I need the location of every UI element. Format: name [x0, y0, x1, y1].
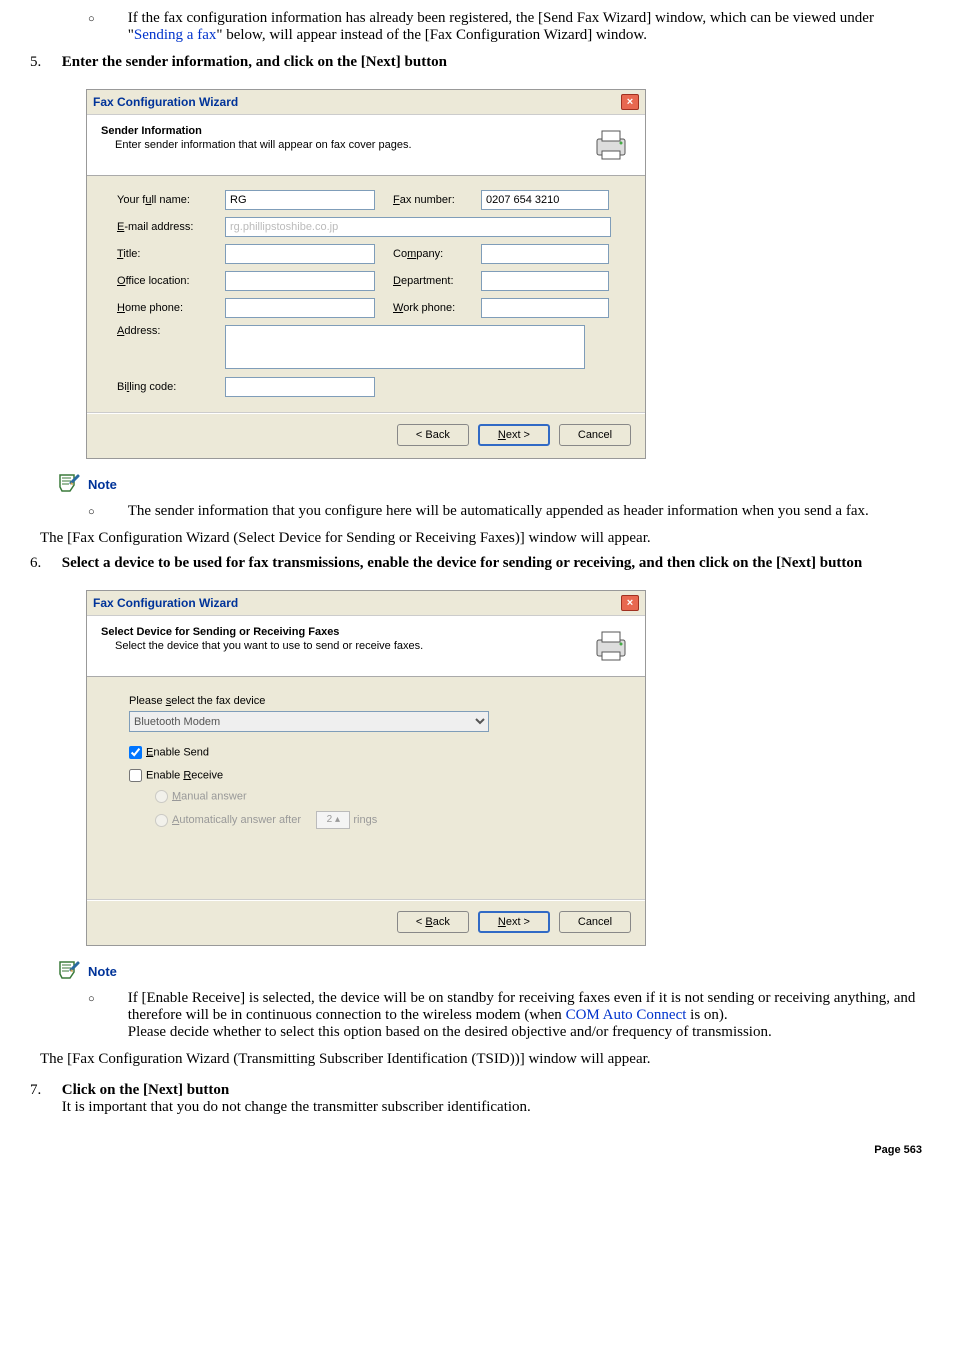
back-button[interactable]: < Back — [397, 911, 469, 933]
faxnum-input[interactable] — [481, 190, 609, 210]
back-button[interactable]: < Back — [397, 424, 469, 446]
enable-receive-checkbox[interactable] — [129, 769, 142, 782]
lbl-please-select: Please select the fax device — [129, 695, 615, 707]
note-2-bullet: ○ If [Enable Receive] is selected, the d… — [30, 990, 924, 1041]
lbl-office: Office location: — [117, 275, 225, 287]
rings-spinner: 2 ▴ — [316, 811, 350, 829]
note-1-label: Note — [88, 477, 117, 492]
titlebar: Fax Configuration Wizard × — [87, 90, 645, 115]
lbl-dept: Department: — [393, 275, 481, 287]
manual-answer-radio — [155, 790, 168, 803]
fullname-input[interactable] — [225, 190, 375, 210]
dialog1-header-sub: Enter sender information that will appea… — [101, 137, 412, 151]
lbl-fullname: Your full name: — [117, 194, 225, 206]
next-button[interactable]: Next > — [478, 911, 550, 933]
title-input[interactable] — [225, 244, 375, 264]
work-input[interactable] — [481, 298, 609, 318]
company-input[interactable] — [481, 244, 609, 264]
dialog1-buttons: < Back Next > Cancel — [87, 413, 645, 458]
note-2-label: Note — [88, 964, 117, 979]
cancel-button[interactable]: Cancel — [559, 424, 631, 446]
note-2: Note — [56, 958, 924, 984]
enable-send-row: Enable Send — [129, 746, 615, 759]
auto-answer-radio — [155, 814, 168, 827]
enable-send-checkbox[interactable] — [129, 746, 142, 759]
note2-pre: If [Enable Receive] is selected, the dev… — [128, 990, 916, 1023]
billing-input[interactable] — [225, 377, 375, 397]
dialog1-form: Your full name: Fax number: E-mail addre… — [87, 176, 645, 412]
lbl-title: Title: — [117, 248, 225, 260]
step-5: 5. Enter the sender information, and cli… — [30, 54, 924, 71]
address-input[interactable] — [225, 325, 585, 369]
note-1-bullet: ○ The sender information that you config… — [30, 503, 924, 520]
bullet-circle: ○ — [88, 990, 124, 1005]
dialog1-header-title: Sender Information — [101, 125, 412, 137]
fax-config-wizard-sender: Fax Configuration Wizard × Sender Inform… — [86, 89, 646, 459]
note2-line2: Please decide whether to select this opt… — [128, 1024, 772, 1040]
sending-fax-link[interactable]: Sending a fax — [134, 27, 216, 43]
dialog2-header-sub: Select the device that you want to use t… — [101, 638, 423, 652]
lbl-addr: Address: — [117, 325, 225, 337]
lbl-work: Work phone: — [393, 302, 481, 314]
step-7-text: Click on the [Next] button — [62, 1082, 230, 1098]
cancel-button[interactable]: Cancel — [559, 911, 631, 933]
dialog1-title: Fax Configuration Wizard — [93, 95, 238, 109]
intro-text: If the fax configuration information has… — [128, 10, 924, 44]
lbl-email: E-mail address: — [117, 221, 225, 233]
dialog2-form: Please select the fax device Bluetooth M… — [87, 677, 645, 899]
note-icon — [56, 471, 82, 497]
close-icon[interactable]: × — [621, 94, 639, 110]
note-icon — [56, 958, 82, 984]
step-7-num: 7. — [30, 1082, 58, 1099]
email-input[interactable] — [225, 217, 611, 237]
step-5-text: Enter the sender information, and click … — [62, 54, 924, 71]
dialog2-buttons: < Back Next > Cancel — [87, 900, 645, 945]
dialog2-header: Select Device for Sending or Receiving F… — [87, 616, 645, 677]
intro-bullet: ○ If the fax configuration information h… — [30, 10, 924, 44]
office-input[interactable] — [225, 271, 375, 291]
intro-post: " below, will appear instead of the [Fax… — [216, 27, 647, 43]
page-number: Page 563 — [874, 1144, 922, 1156]
com-auto-connect-link[interactable]: COM Auto Connect — [566, 1007, 687, 1023]
lbl-billing: Billing code: — [117, 381, 225, 393]
note2-mid: is on). — [686, 1007, 727, 1023]
fax-config-wizard-device: Fax Configuration Wizard × Select Device… — [86, 590, 646, 946]
step-7: 7. Click on the [Next] button It is impo… — [30, 1082, 924, 1116]
next-button[interactable]: Next > — [478, 424, 550, 446]
step-6-text: Select a device to be used for fax trans… — [62, 555, 924, 572]
note-2-text: If [Enable Receive] is selected, the dev… — [128, 990, 924, 1041]
auto-answer-row: Automatically answer after 2 ▴ rings — [155, 811, 615, 829]
close-icon[interactable]: × — [621, 595, 639, 611]
note-1-text: The sender information that you configur… — [128, 503, 924, 520]
fax-printer-icon — [591, 626, 631, 666]
titlebar: Fax Configuration Wizard × — [87, 591, 645, 616]
plain-1: The [Fax Configuration Wizard (Select De… — [40, 530, 924, 547]
step-7-body: Click on the [Next] button It is importa… — [62, 1082, 924, 1116]
dialog1-header: Sender Information Enter sender informat… — [87, 115, 645, 176]
lbl-faxnum: Fax number: — [393, 194, 481, 206]
home-input[interactable] — [225, 298, 375, 318]
bullet-circle: ○ — [88, 503, 124, 518]
enable-receive-row: Enable Receive — [129, 769, 615, 782]
dialog2-title: Fax Configuration Wizard — [93, 596, 238, 610]
step-6: 6. Select a device to be used for fax tr… — [30, 555, 924, 572]
page-footer: Page 563 — [30, 1144, 924, 1156]
rings-label: rings — [353, 814, 377, 826]
step-5-num: 5. — [30, 54, 58, 71]
step-7-sub: It is important that you do not change t… — [62, 1099, 531, 1115]
dept-input[interactable] — [481, 271, 609, 291]
note-1: Note — [56, 471, 924, 497]
dialog2-header-title: Select Device for Sending or Receiving F… — [101, 626, 423, 638]
step-6-num: 6. — [30, 555, 58, 572]
bullet-circle: ○ — [88, 10, 124, 25]
plain-2: The [Fax Configuration Wizard (Transmitt… — [40, 1051, 924, 1068]
fax-device-select[interactable]: Bluetooth Modem — [129, 711, 489, 732]
lbl-home: Home phone: — [117, 302, 225, 314]
manual-answer-row: Manual answer — [155, 790, 615, 803]
fax-printer-icon — [591, 125, 631, 165]
lbl-company: Company: — [393, 248, 481, 260]
